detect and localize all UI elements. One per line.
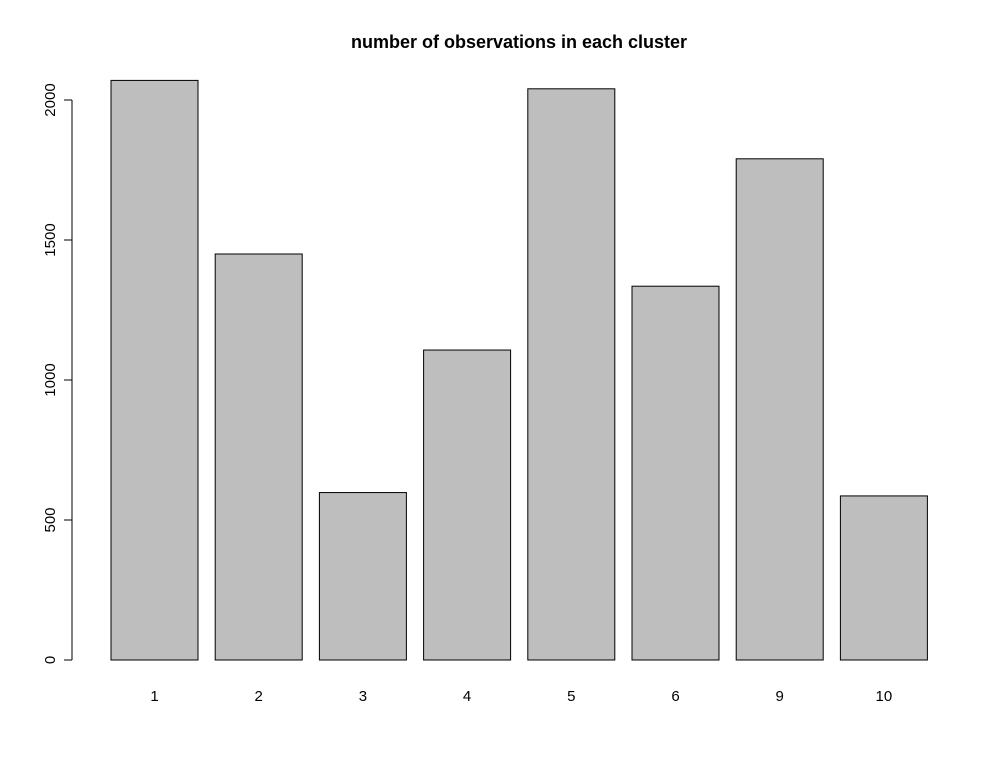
y-axis: 0 500 1000 1500 2000	[42, 83, 73, 664]
x-tick-label: 1	[150, 688, 158, 705]
y-tick-label: 1000	[42, 363, 59, 396]
bars	[110, 79, 928, 661]
bar-9	[735, 158, 824, 661]
bar-2	[214, 253, 303, 661]
x-tick-label: 5	[567, 688, 575, 705]
x-tick-label: 4	[463, 688, 471, 705]
chart-title: number of observations in each cluster	[351, 32, 687, 52]
x-tick-label: 6	[671, 688, 679, 705]
x-axis-labels: 1 2 3 4 5 6 9 10	[150, 688, 892, 705]
y-tick-label: 0	[42, 656, 59, 664]
y-tick-label: 500	[42, 507, 59, 532]
x-tick-label: 10	[876, 688, 893, 705]
bar-10	[839, 495, 928, 661]
bar-4	[423, 349, 512, 661]
x-tick-label: 2	[255, 688, 263, 705]
bar-6	[631, 285, 720, 661]
bar-3	[318, 492, 407, 661]
y-tick-label: 2000	[42, 83, 59, 116]
x-tick-label: 3	[359, 688, 367, 705]
y-tick-label: 1500	[42, 223, 59, 256]
bar-5	[527, 88, 616, 661]
bar-1	[110, 79, 199, 661]
x-tick-label: 9	[776, 688, 784, 705]
